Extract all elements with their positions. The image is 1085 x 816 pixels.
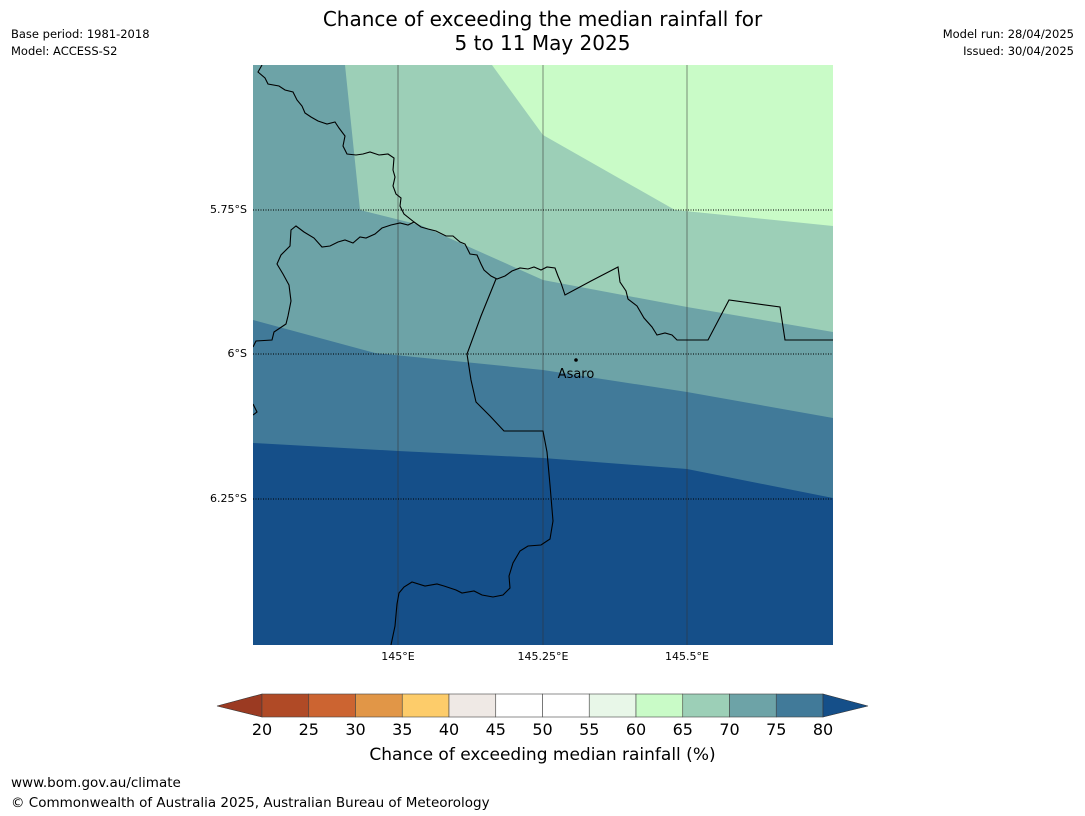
colorbar-tick-label: 30	[345, 720, 366, 739]
footer-copyright: © Commonwealth of Australia 2025, Austra…	[11, 795, 490, 811]
lat-label-5-75: 5.75°S	[210, 203, 247, 216]
colorbar-tick-label: 20	[251, 720, 273, 739]
colorbar-tick-label: 65	[672, 720, 693, 739]
boundary-north	[253, 65, 416, 348]
issued-text: Issued: 30/04/2025	[963, 44, 1074, 58]
meta-right: Model run: 28/04/2025 Issued: 30/04/2025	[943, 26, 1074, 60]
colorbar-segment	[495, 693, 543, 718]
colorbar-tick-label: 50	[532, 720, 553, 739]
colorbar-under-arrow	[216, 693, 263, 718]
map-grid	[253, 65, 833, 645]
colorbar-tick-label: 75	[766, 720, 787, 739]
colorbar-segment	[588, 693, 637, 718]
colorbar-tick-label: 60	[625, 720, 647, 739]
meta-left: Base period: 1981-2018 Model: ACCESS-S2	[11, 26, 150, 60]
title-line-1: Chance of exceeding the median rainfall …	[322, 7, 763, 31]
title-line-2: 5 to 11 May 2025	[454, 31, 631, 55]
colorbar-segment	[729, 693, 777, 718]
colorbar-segments	[261, 693, 824, 718]
colorbar-tick-label: 80	[812, 720, 834, 739]
colorbar-tick-label: 45	[485, 720, 506, 739]
colorbar-segment	[682, 693, 730, 718]
model-run-text: Model run: 28/04/2025	[942, 27, 1074, 41]
lon-label-145-25: 145.25°E	[517, 650, 569, 663]
colorbar-segment	[635, 693, 684, 718]
base-period-text: Base period: 1981-2018	[11, 27, 150, 41]
colorbar-segment	[775, 693, 824, 718]
colorbar-title: Chance of exceeding median rainfall (%)	[369, 745, 716, 765]
chart-title: Chance of exceeding the median rainfall …	[0, 7, 1085, 55]
lon-label-145: 145°E	[381, 650, 415, 663]
boundary-west	[390, 278, 554, 645]
band-60-65	[492, 65, 833, 226]
colorbar-segment	[261, 693, 310, 718]
lat-label-6-25: 6.25°S	[210, 492, 247, 505]
colorbar-over-arrow	[822, 693, 869, 718]
boundary-edge-west	[253, 403, 258, 416]
colorbar-segment	[401, 693, 450, 718]
colorbar-segment	[448, 693, 497, 718]
lat-label-6: 6°S	[227, 347, 247, 360]
colorbar-segment	[308, 693, 356, 718]
colorbar-segment	[542, 693, 590, 718]
colorbar-tick-label: 25	[298, 720, 319, 739]
asaro-label: Asaro	[558, 367, 595, 382]
colorbar-tick-label: 55	[579, 720, 600, 739]
province-boundaries	[253, 65, 833, 645]
colorbar-tick-label: 35	[392, 720, 413, 739]
asaro-marker	[574, 358, 578, 362]
model-text: Model: ACCESS-S2	[11, 44, 118, 58]
boundary-east	[413, 221, 833, 341]
colorbar-tick-label: 40	[438, 720, 460, 739]
footer-url[interactable]: www.bom.gov.au/climate	[11, 775, 181, 791]
colorbar-segment	[355, 693, 403, 718]
colorbar-tick-label: 70	[719, 720, 740, 739]
lon-label-145-5: 145.5°E	[665, 650, 709, 663]
